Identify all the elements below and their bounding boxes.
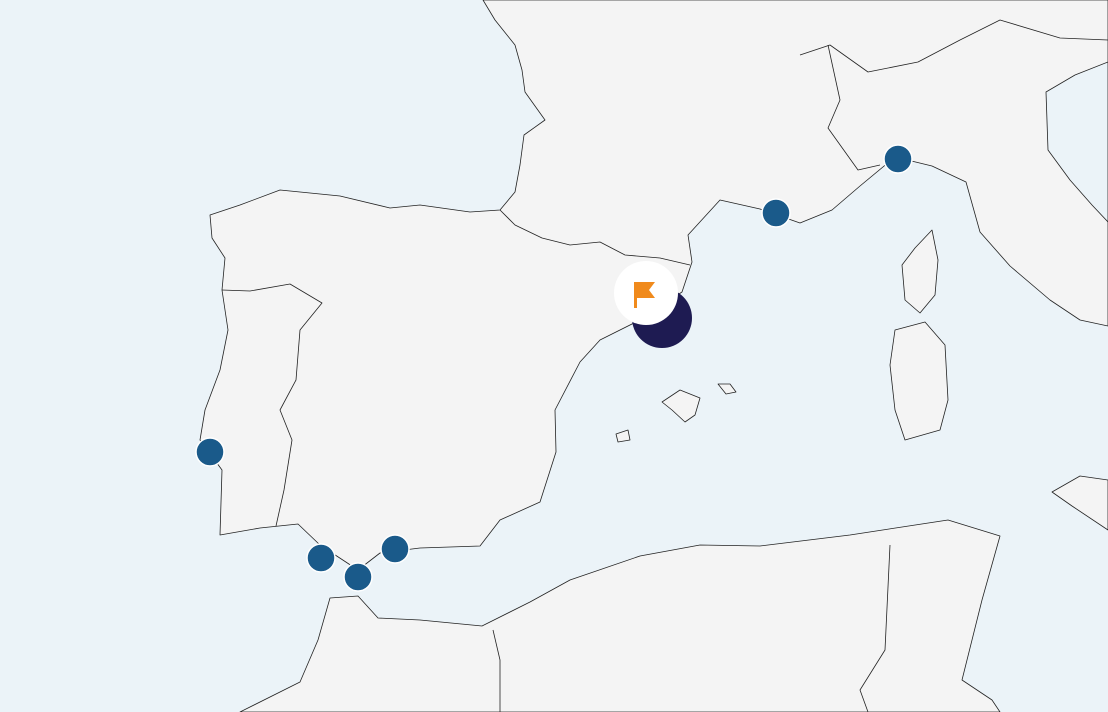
morocco-algeria-border [492, 629, 501, 712]
adriatic-sea [1045, 61, 1108, 223]
sicily [1051, 475, 1108, 531]
algeria-tunisia-border [859, 544, 891, 712]
corsica [901, 229, 939, 314]
map-marker[interactable] [343, 562, 373, 592]
spain-portugal-border [221, 283, 323, 527]
map-marker[interactable] [761, 198, 791, 228]
flag-icon [634, 282, 655, 308]
mallorca [661, 389, 701, 423]
map-marker[interactable] [306, 543, 336, 573]
france-spain-border [499, 209, 691, 266]
menorca [717, 383, 737, 395]
africa-land [239, 519, 1001, 712]
ibiza [615, 429, 631, 443]
map-marker[interactable] [883, 144, 913, 174]
map-marker[interactable] [195, 437, 225, 467]
france-italy-border [827, 44, 881, 171]
sardinia [889, 321, 949, 441]
map-marker[interactable] [380, 534, 410, 564]
alpine-border [799, 19, 1108, 73]
